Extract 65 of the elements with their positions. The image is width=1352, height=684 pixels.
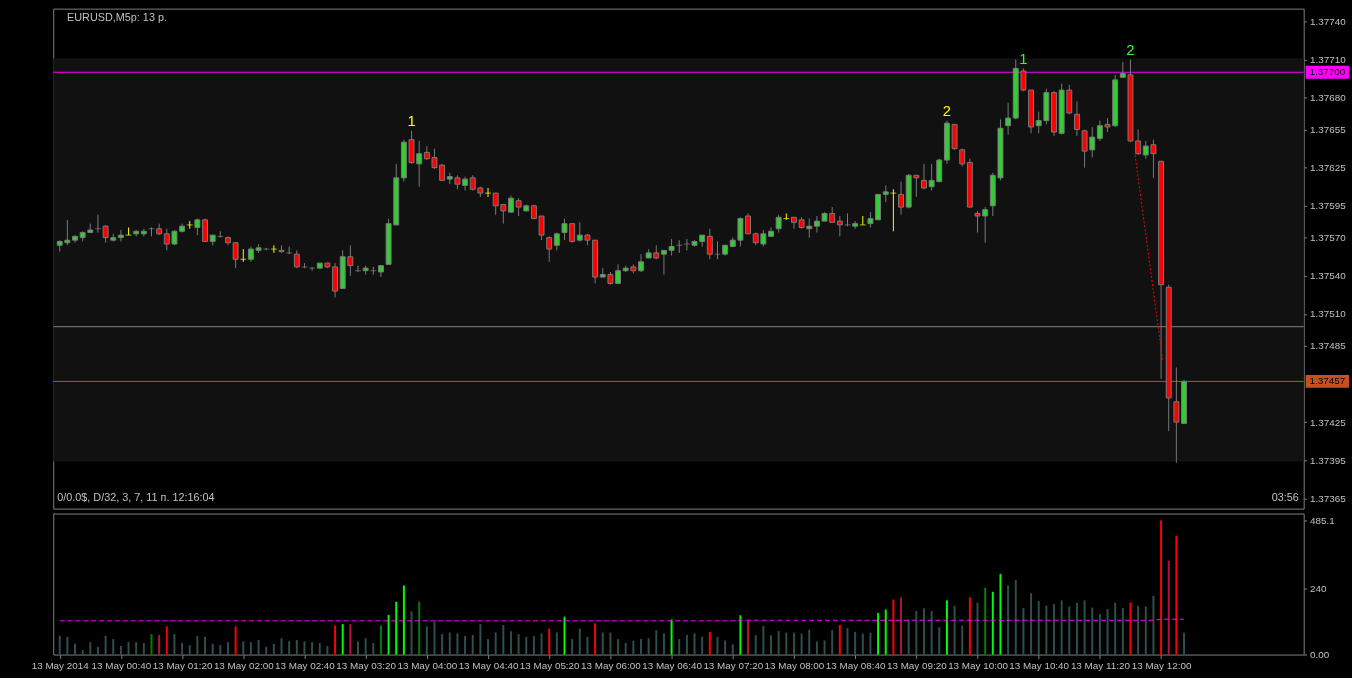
candlestick <box>676 239 683 254</box>
candlestick <box>485 187 491 198</box>
annotation: 2 <box>942 102 952 119</box>
y-tick-label: 1.37680 <box>1310 92 1347 104</box>
x-tick-label: 13 May 08:40 <box>825 659 887 671</box>
candlestick <box>240 248 247 263</box>
candlestick <box>156 223 163 236</box>
y-tick-label: 1.37365 <box>1310 492 1347 504</box>
x-tick-label: 13 May 06:40 <box>642 659 703 671</box>
y-tick-label: 1.37540 <box>1310 270 1347 282</box>
y-tick-label: 1.37425 <box>1310 416 1347 428</box>
chart-title: EURUSD,M5p: 13 p. <box>67 11 167 24</box>
x-tick-label: 13 May 03:20 <box>336 659 397 671</box>
candlestick <box>783 212 790 221</box>
candlestick <box>232 242 239 269</box>
annotation: 1 <box>407 112 416 129</box>
candlestick <box>890 188 897 232</box>
y-tick-label: 1.37485 <box>1310 340 1347 352</box>
candlestick <box>1173 366 1180 464</box>
x-tick-label: 13 May 08:00 <box>764 659 825 671</box>
candlestick <box>852 220 859 230</box>
y-tick-label: 1.37595 <box>1310 200 1347 212</box>
y-tick-label: 240 <box>1310 582 1328 594</box>
y-tick-label: 0.00 <box>1310 649 1330 661</box>
candlestick <box>117 229 124 242</box>
x-tick-label: 13 May 07:20 <box>703 659 764 671</box>
x-tick-label: 13 May 02:00 <box>213 659 275 671</box>
x-tick-label: 13 May 06:00 <box>581 659 642 671</box>
candlestick <box>921 163 927 190</box>
x-tick-label: 13 May 05:20 <box>519 659 581 671</box>
candlestick <box>125 226 132 236</box>
y-tick-label: 485.1 <box>1310 514 1335 526</box>
x-tick-label: 13 May 10:00 <box>948 659 1009 671</box>
annotation: 1 <box>1019 50 1028 67</box>
annotation: 0/0.0$, D/32, 3, 7, 11 п. 12:16:04 <box>57 490 215 503</box>
x-tick-label: 13 May 01:20 <box>152 659 213 671</box>
y-tick-label: 1.37655 <box>1310 123 1347 135</box>
x-tick-label: 13 May 11:20 <box>1070 659 1131 671</box>
candlestick <box>309 266 316 272</box>
candlestick <box>546 235 553 263</box>
x-tick-label: 13 May 04:00 <box>397 659 458 671</box>
candlestick <box>898 181 904 216</box>
x-tick-label: 13 May 12:00 <box>1131 659 1192 671</box>
x-tick-label: 13 May 10:40 <box>1009 659 1070 671</box>
x-tick-label: 13 May 09:20 <box>886 659 948 671</box>
y-tick-label: 1.37710 <box>1310 53 1347 65</box>
y-tick-label: 1.37570 <box>1310 232 1347 244</box>
y-tick-label: 1.37740 <box>1310 15 1347 27</box>
annotation: 03:56 <box>1271 490 1299 503</box>
candlestick <box>1073 101 1080 137</box>
annotation: 2 <box>1126 41 1135 58</box>
x-tick-label: 13 May 00:40 <box>91 659 152 671</box>
candlestick <box>706 228 713 260</box>
y-tick-label: 1.37625 <box>1310 162 1347 174</box>
x-tick-label: 13 May 04:40 <box>458 659 519 671</box>
candlestick <box>836 215 843 237</box>
candlestick <box>1005 102 1012 136</box>
x-tick-label: 13 May 2014 <box>31 659 90 671</box>
candlestick <box>270 244 277 254</box>
x-tick-label: 13 May 02:40 <box>275 659 336 671</box>
y-tick-label: 1.37510 <box>1310 308 1347 320</box>
y-tick-label: 1.37395 <box>1310 454 1347 466</box>
ref-line-label: 1.37700 <box>1309 66 1346 78</box>
ref-line-label: 1.37457 <box>1309 375 1346 387</box>
candlestick <box>355 265 361 273</box>
